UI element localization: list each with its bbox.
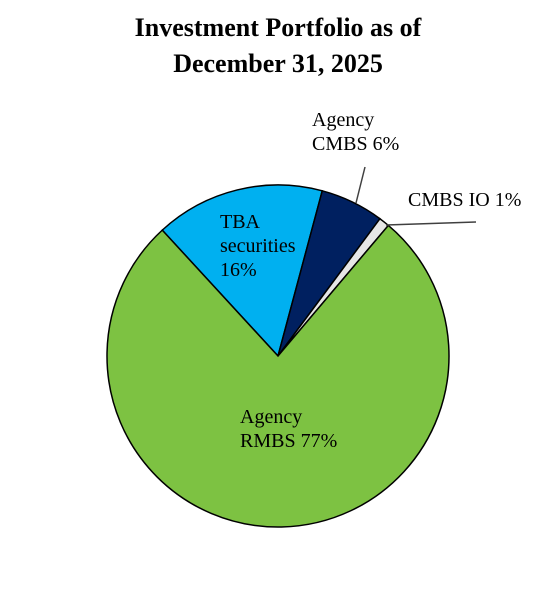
leader-line: [355, 166, 366, 204]
pie-slice: [161, 184, 324, 358]
leader-line: [385, 221, 477, 226]
category-label: Agency RMBS: [240, 406, 303, 452]
slice-label: Agency RMBS 77%: [240, 405, 348, 453]
slice-label: Agency CMBS 6%: [312, 108, 420, 156]
slice-label: CMBS IO 1%: [408, 188, 556, 212]
category-label: Agency CMBS: [312, 109, 375, 155]
slice-label: TBA securities 16%: [220, 210, 315, 282]
value-label: 1%: [494, 189, 522, 211]
pie-slice: [106, 224, 450, 528]
value-label: 6%: [372, 133, 400, 155]
value-label: 16%: [220, 259, 257, 281]
category-label: CMBS IO: [408, 189, 490, 211]
category-label: TBA securities: [220, 211, 296, 257]
value-label: 77%: [300, 430, 338, 452]
chart-title: Investment Portfolio as of December 31, …: [134, 13, 422, 78]
